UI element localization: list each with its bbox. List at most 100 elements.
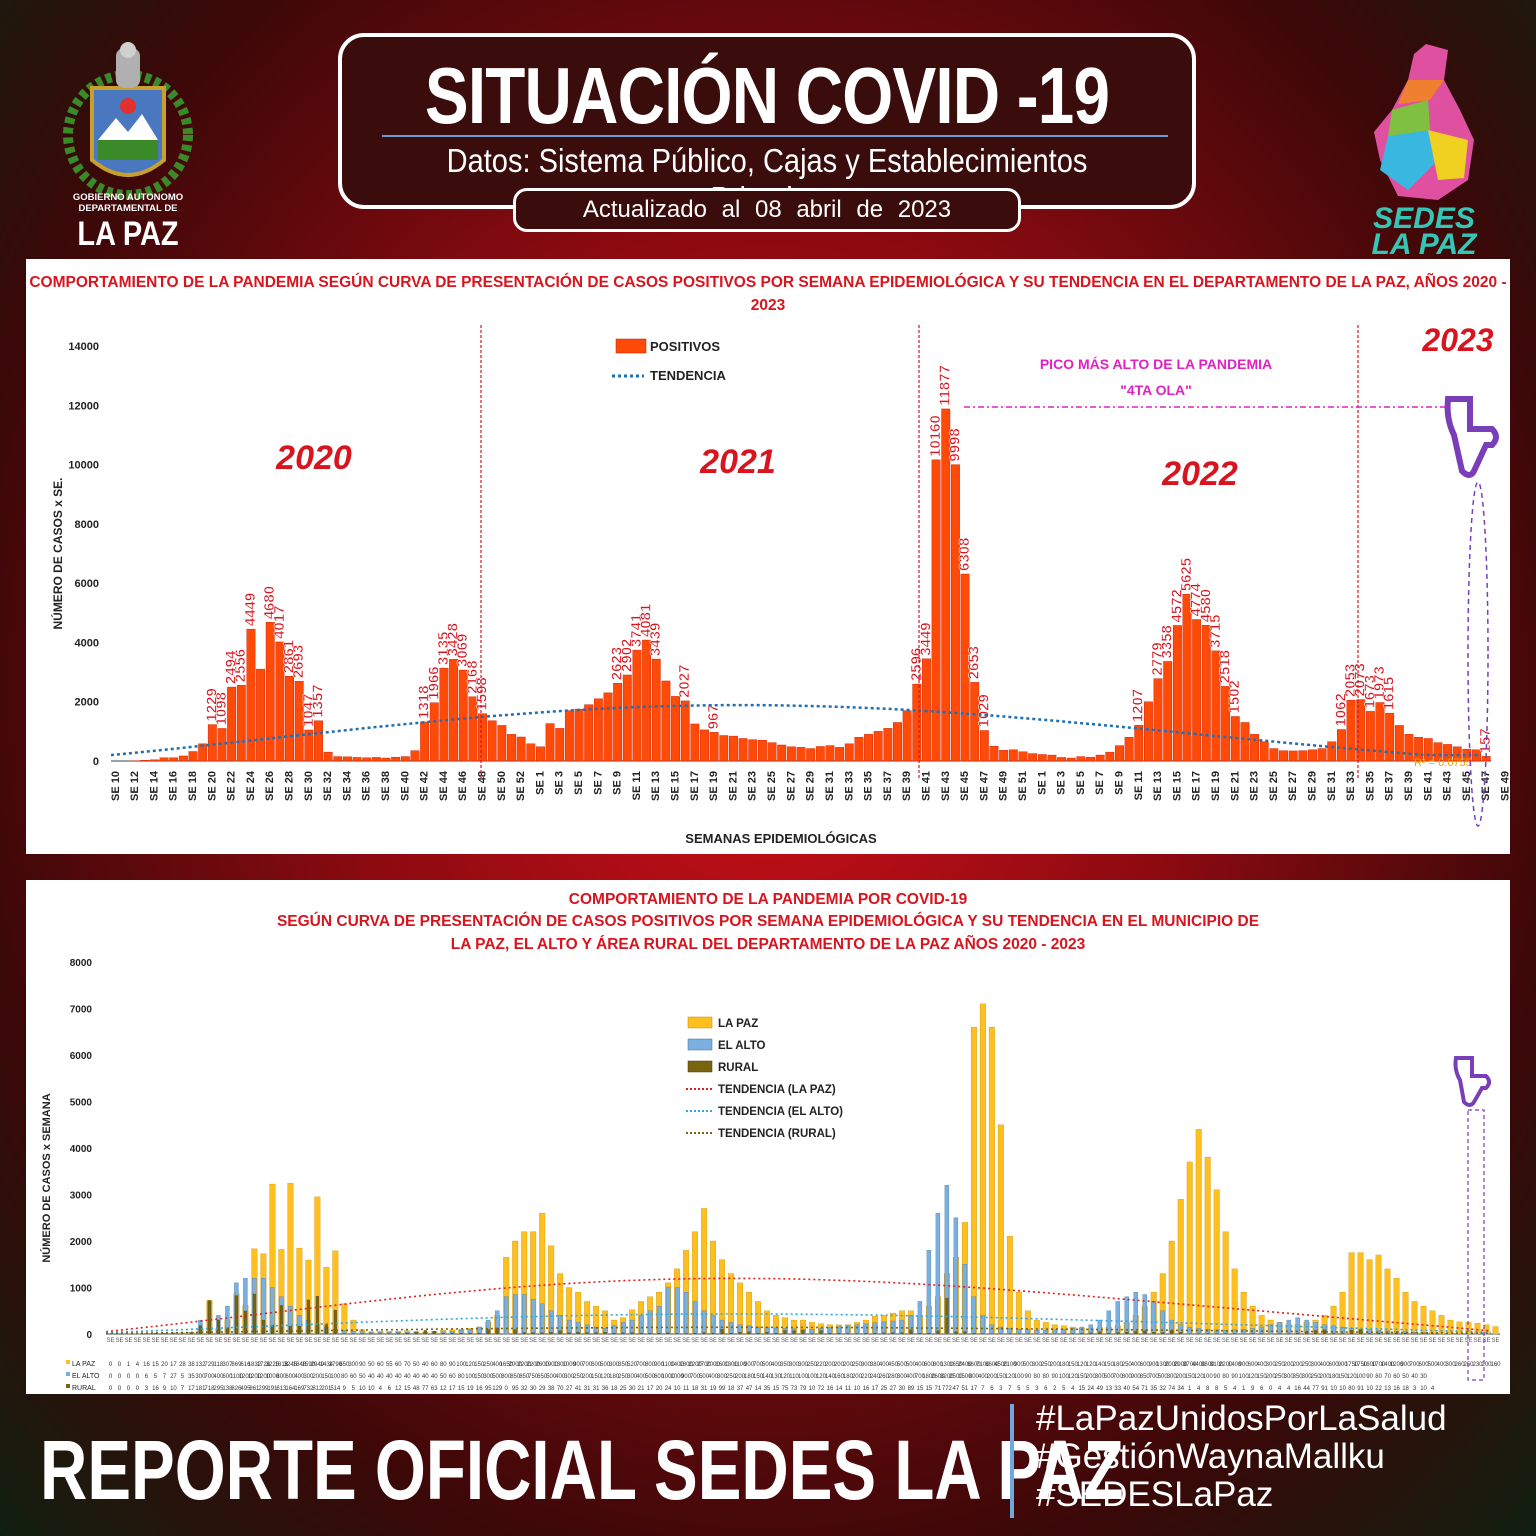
chart1-bar [1356, 699, 1366, 762]
chart2-bar-elalto [1025, 1329, 1031, 1335]
chart2-table-cell: 500 [1428, 1362, 1439, 1368]
chart1-bar [719, 735, 729, 762]
chart2-xtick: SE [700, 1338, 708, 1344]
chart2-table-cell: 240 [870, 1374, 881, 1380]
chart1-xtick-label: SE 19 [1210, 771, 1222, 801]
chart2-bar-elalto [656, 1305, 662, 1335]
chart1-value-label: 967 [705, 704, 722, 729]
chart2-xtick: SE [853, 1338, 861, 1344]
chart2-bar-rural [459, 1333, 463, 1335]
chart1-bar [603, 692, 613, 762]
chart2-table-cell: 120 [1068, 1374, 1079, 1380]
chart1-xtick-label: SE 24 [245, 770, 257, 801]
chart2-table-cell: 600 [285, 1374, 296, 1380]
chart2-table-cell: 200 [312, 1374, 323, 1380]
chart2-xtick: SE [1240, 1338, 1248, 1344]
chart2-table-cell: 2500 [949, 1374, 963, 1380]
chart1-bar [478, 713, 487, 762]
chart2-bar-rural [243, 1310, 247, 1335]
chart2-xtick: SE [547, 1338, 555, 1344]
chart2-table-cell: 31 [584, 1386, 591, 1392]
chart2-xtick: SE [538, 1338, 546, 1344]
chart2-ytick-label: 2000 [70, 1237, 93, 1248]
chart1-bar [1057, 757, 1066, 762]
chart2-table-cell: 0 [118, 1386, 122, 1392]
hashtag-sedes[interactable]: #SEDESLaPaz [1036, 1475, 1274, 1514]
chart1-xtick-label: SE 10 [110, 771, 122, 801]
chart2-table-cell: 129 [492, 1386, 503, 1392]
chart2-table-cell: 300 [483, 1374, 494, 1380]
chart2-table-cell: 15 [917, 1386, 924, 1392]
chart1-value-label: 9998 [946, 428, 963, 461]
chart2-bar-rural [900, 1332, 904, 1335]
chart2-legend-swatch-0 [687, 1016, 713, 1029]
chart2-table-cell: 120 [1347, 1374, 1358, 1380]
chart1-value-label: 2693 [290, 645, 307, 678]
chart2-table-cell: 450 [888, 1362, 899, 1368]
chart2-table-cell: 60 [431, 1362, 438, 1368]
chart2-table-cell: 700 [915, 1374, 926, 1380]
chart2-xtick: SE [133, 1338, 141, 1344]
chart2-xtick: SE [232, 1338, 240, 1344]
chart1-xtick-label: SE 9 [612, 771, 624, 795]
chart2-xtick: SE [565, 1338, 573, 1344]
chart2-table-cell: 120 [780, 1374, 791, 1380]
chart2-table-cell: 772 [942, 1386, 953, 1392]
chart2-xtick: SE [1303, 1338, 1311, 1344]
chart2-xtick: SE [835, 1338, 843, 1344]
chart2-bar-lapaz [1384, 1268, 1391, 1335]
chart2-xtick: SE [376, 1338, 384, 1344]
chart1-xtick-label: SE 13 [650, 771, 662, 801]
chart2-bar-lapaz [1393, 1278, 1400, 1335]
chart2-table-cell: 3225 [266, 1362, 280, 1368]
chart2-table-cell: 900 [1131, 1374, 1142, 1380]
chart2-bar-rural [1179, 1332, 1183, 1335]
chart1-bar [1240, 722, 1250, 762]
chart2-legend-label: EL ALTO [718, 1040, 766, 1052]
chart1-bar [1047, 754, 1057, 762]
chart2-table-cell: 36 [602, 1386, 609, 1392]
chart1-bar [1375, 702, 1385, 762]
hashtag-lapazunidos[interactable]: #LaPazUnidosPorLaSalud [1036, 1399, 1447, 1438]
chart2-legend-label: RURAL [718, 1062, 758, 1074]
chart1-xtick-label: SE 27 [1287, 771, 1299, 801]
chart2-bar-rural [1107, 1333, 1111, 1335]
chart2-bar-elalto [549, 1310, 554, 1335]
chart2-xtick: SE [664, 1338, 672, 1344]
chart2-xtick: SE [1267, 1338, 1275, 1344]
chart2-xtick: SE [115, 1338, 123, 1344]
chart2-bar-rural [531, 1332, 535, 1335]
chart2-xtick: SE [1429, 1338, 1437, 1344]
chart2-bar-rural [747, 1331, 751, 1335]
chart1-value-label: 4017 [271, 606, 288, 639]
chart2-table-cell: 31 [701, 1386, 708, 1392]
footer-report-title: REPORTE OFICIAL SEDES LA PAZ [40, 1423, 1124, 1517]
chart2-bar-elalto [504, 1296, 509, 1335]
chart1-bar [1124, 737, 1134, 762]
chart2-table-cell: 2200 [1219, 1362, 1233, 1368]
chart1-bar [275, 641, 285, 762]
chart2-table-cell: 35 [188, 1374, 195, 1380]
chart2-xtick: SE [430, 1338, 438, 1344]
chart2-table-cell: 2400 [958, 1362, 972, 1368]
chart2-table-cell: 4 [1071, 1386, 1075, 1392]
chart1-ylabel: NÚMERO DE CASOS x SE. [50, 477, 65, 629]
chart1-bar [1076, 756, 1086, 762]
hashtag-gestion[interactable]: #GestiónWaynaMallku [1036, 1437, 1385, 1476]
chart2-table-cell: 18 [1402, 1386, 1409, 1392]
chart2-xtick: SE [142, 1338, 150, 1344]
chart2-table-cell: 861 [249, 1386, 260, 1392]
chart1-value-label: 2902 [618, 639, 635, 672]
chart2-bar-lapaz [1240, 1291, 1247, 1335]
chart2-table-cell: 6600 [967, 1362, 981, 1368]
chart2-table-cell: 181 [195, 1386, 206, 1392]
chart1-bar [1385, 712, 1395, 762]
chart1-bar [285, 675, 294, 762]
chart2-table-cell: 40 [377, 1374, 384, 1380]
chart2-table-cell: 1750 [1354, 1362, 1368, 1368]
chart1-xtick-label: SE 20 [206, 771, 218, 801]
chart2-table-cell: 100 [1014, 1374, 1025, 1380]
chart2-table-cell: 400 [294, 1374, 305, 1380]
chart2-table-cell: 400 [915, 1362, 926, 1368]
chart2-bar-rural [405, 1333, 409, 1335]
